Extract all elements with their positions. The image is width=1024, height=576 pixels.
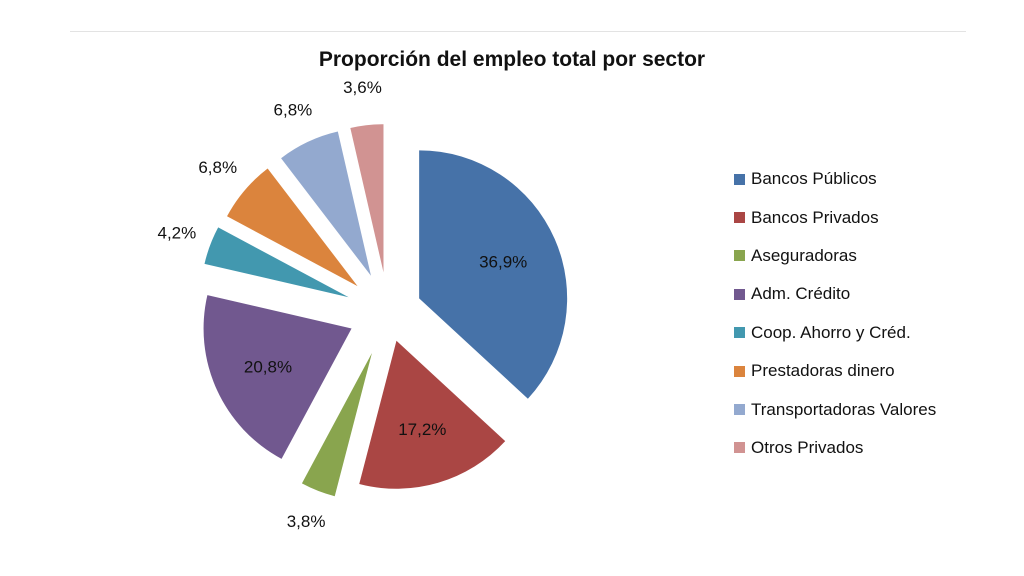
legend-item-adm-credito: Adm. Crédito bbox=[734, 275, 936, 313]
legend-label: Otros Privados bbox=[751, 437, 864, 457]
legend-label: Adm. Crédito bbox=[751, 284, 851, 304]
data-label-coop-ahorro-y-cred: 4,2% bbox=[158, 224, 197, 243]
pie-slice-aseguradoras bbox=[301, 352, 372, 497]
pie-slice-bancos-publicos bbox=[419, 150, 568, 399]
legend-item-transportadoras-valores: Transportadoras Valores bbox=[734, 390, 936, 428]
legend-swatch bbox=[734, 404, 745, 416]
legend-label: Bancos Públicos bbox=[751, 169, 877, 189]
legend-item-aseguradoras: Aseguradoras bbox=[734, 237, 936, 275]
data-label-prestadoras-dinero: 6,8% bbox=[198, 158, 237, 177]
data-label-bancos-privados: 17,2% bbox=[398, 420, 446, 439]
legend-label: Prestadoras dinero bbox=[751, 361, 895, 381]
legend-item-prestadoras-dinero: Prestadoras dinero bbox=[734, 352, 936, 390]
legend-item-bancos-publicos: Bancos Públicos bbox=[734, 160, 936, 198]
pie-slice-coop-ahorro-y-cred bbox=[204, 227, 349, 298]
legend-item-coop-ahorro-y-cred: Coop. Ahorro y Créd. bbox=[734, 314, 936, 352]
legend-label: Aseguradoras bbox=[751, 245, 857, 265]
chart-title: Proporción del empleo total por sector bbox=[318, 48, 706, 71]
legend-label: Coop. Ahorro y Créd. bbox=[751, 322, 911, 342]
data-label-otros-privados: 3,6% bbox=[343, 78, 382, 97]
top-divider bbox=[70, 31, 966, 32]
legend-label: Bancos Privados bbox=[751, 207, 879, 227]
legend-swatch bbox=[734, 212, 745, 224]
legend-label: Transportadoras Valores bbox=[751, 399, 937, 419]
legend-swatch bbox=[734, 365, 745, 377]
pie-slice-transportadoras-valores bbox=[281, 131, 371, 276]
legend-swatch bbox=[734, 288, 745, 300]
legend-swatch bbox=[734, 250, 745, 262]
pie-slice-prestadoras-dinero bbox=[227, 168, 358, 287]
data-label-transportadoras-valores: 6,8% bbox=[274, 101, 313, 120]
pie-slice-adm-credito bbox=[203, 295, 352, 459]
data-label-aseguradoras: 3,8% bbox=[287, 512, 326, 531]
legend-swatch bbox=[734, 173, 745, 185]
chart-legend: Bancos Públicos Bancos Privados Asegurador… bbox=[734, 160, 936, 467]
legend-swatch bbox=[734, 327, 745, 339]
legend-item-bancos-privados: Bancos Privados bbox=[734, 198, 936, 236]
legend-swatch bbox=[734, 442, 745, 454]
legend-item-otros-privados: Otros Privados bbox=[734, 429, 936, 467]
pie-slice-bancos-privados bbox=[359, 340, 506, 489]
pie-slice-otros-privados bbox=[350, 124, 384, 273]
data-label-bancos-publicos: 36,9% bbox=[479, 253, 527, 272]
data-label-adm-credito: 20,8% bbox=[244, 357, 292, 376]
